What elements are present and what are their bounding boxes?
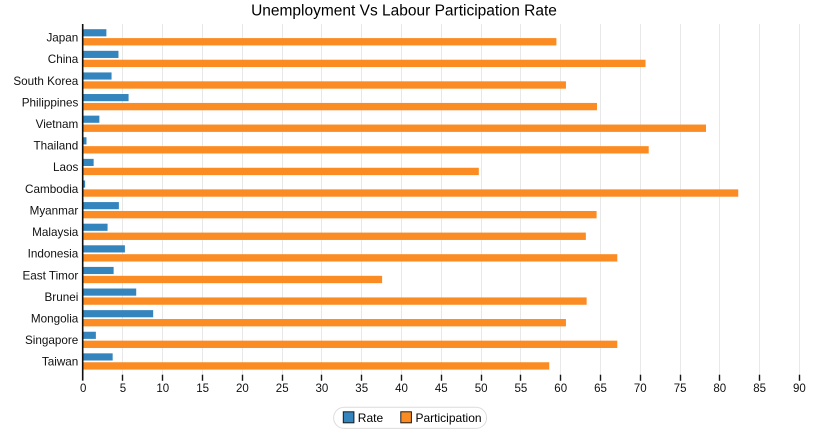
svg-text:0: 0: [80, 383, 86, 395]
svg-text:Rate: Rate: [358, 411, 384, 425]
svg-text:45: 45: [435, 383, 448, 395]
svg-text:55: 55: [515, 383, 528, 395]
svg-text:Myanmar: Myanmar: [30, 204, 79, 217]
svg-text:50: 50: [475, 383, 488, 395]
svg-text:Singapore: Singapore: [25, 334, 78, 347]
svg-text:90: 90: [793, 383, 806, 395]
svg-text:China: China: [48, 53, 79, 66]
svg-text:East Timor: East Timor: [22, 269, 78, 282]
svg-text:Thailand: Thailand: [33, 140, 78, 153]
svg-text:Philippines: Philippines: [22, 96, 79, 109]
svg-text:30: 30: [316, 383, 329, 395]
svg-text:Japan: Japan: [46, 32, 78, 45]
svg-text:South Korea: South Korea: [13, 75, 78, 88]
svg-text:65: 65: [594, 383, 607, 395]
svg-text:Malaysia: Malaysia: [32, 226, 79, 239]
svg-text:15: 15: [196, 383, 209, 395]
svg-text:25: 25: [276, 383, 289, 395]
svg-text:75: 75: [674, 383, 687, 395]
svg-text:Indonesia: Indonesia: [28, 248, 79, 261]
svg-text:85: 85: [753, 383, 766, 395]
svg-text:20: 20: [236, 383, 249, 395]
svg-text:Cambodia: Cambodia: [25, 183, 79, 196]
svg-text:10: 10: [156, 383, 169, 395]
svg-text:80: 80: [713, 383, 726, 395]
svg-text:5: 5: [120, 383, 126, 395]
svg-text:70: 70: [634, 383, 647, 395]
svg-text:Taiwan: Taiwan: [42, 356, 78, 369]
svg-text:40: 40: [395, 383, 408, 395]
svg-text:Laos: Laos: [53, 161, 79, 174]
svg-text:60: 60: [554, 383, 567, 395]
svg-text:Mongolia: Mongolia: [31, 312, 79, 325]
svg-text:Brunei: Brunei: [45, 291, 79, 304]
svg-text:Unemployment Vs Labour Partici: Unemployment Vs Labour Participation Rat…: [251, 3, 557, 20]
svg-text:35: 35: [355, 383, 368, 395]
svg-text:Participation: Participation: [416, 411, 482, 425]
svg-text:Vietnam: Vietnam: [36, 118, 79, 131]
